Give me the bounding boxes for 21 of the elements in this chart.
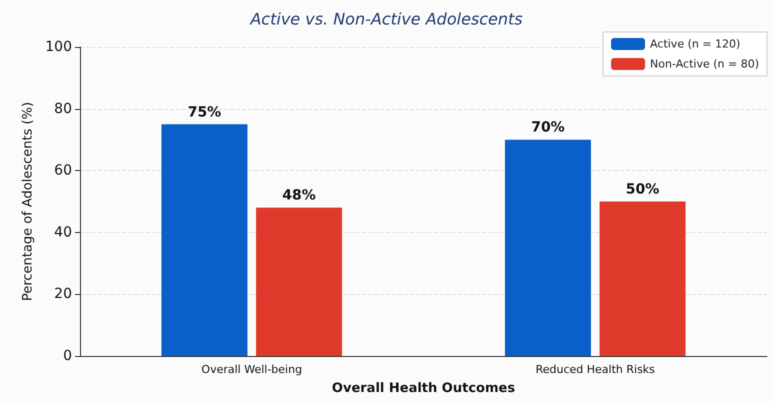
y-tick-label: 80	[54, 100, 72, 117]
data-label: 48%	[282, 188, 316, 204]
legend-label: Non-Active (n = 80)	[650, 58, 760, 70]
bar	[600, 202, 686, 356]
y-axis-title: Percentage of Adolescents (%)	[20, 102, 36, 302]
data-label: 75%	[188, 104, 222, 120]
chart-title: Active vs. Non-Active Adolescents	[249, 10, 523, 28]
bar	[504, 140, 591, 356]
x-tick-label: Overall Well-being	[201, 363, 302, 376]
y-tick-label: 40	[54, 224, 72, 240]
legend-label: Active (n = 120)	[650, 38, 740, 50]
data-label: 70%	[531, 120, 565, 136]
y-tick-label: 100	[45, 39, 72, 55]
data-label: 50%	[626, 182, 660, 198]
x-axis-title: Overall Health Outcomes	[332, 381, 516, 396]
bar	[161, 124, 248, 356]
x-tick-label: Reduced Health Risks	[536, 363, 656, 376]
y-tick-label: 20	[54, 286, 72, 302]
bar	[256, 208, 342, 356]
y-tick-label: 60	[54, 162, 72, 179]
y-tick-label: 0	[63, 348, 72, 364]
